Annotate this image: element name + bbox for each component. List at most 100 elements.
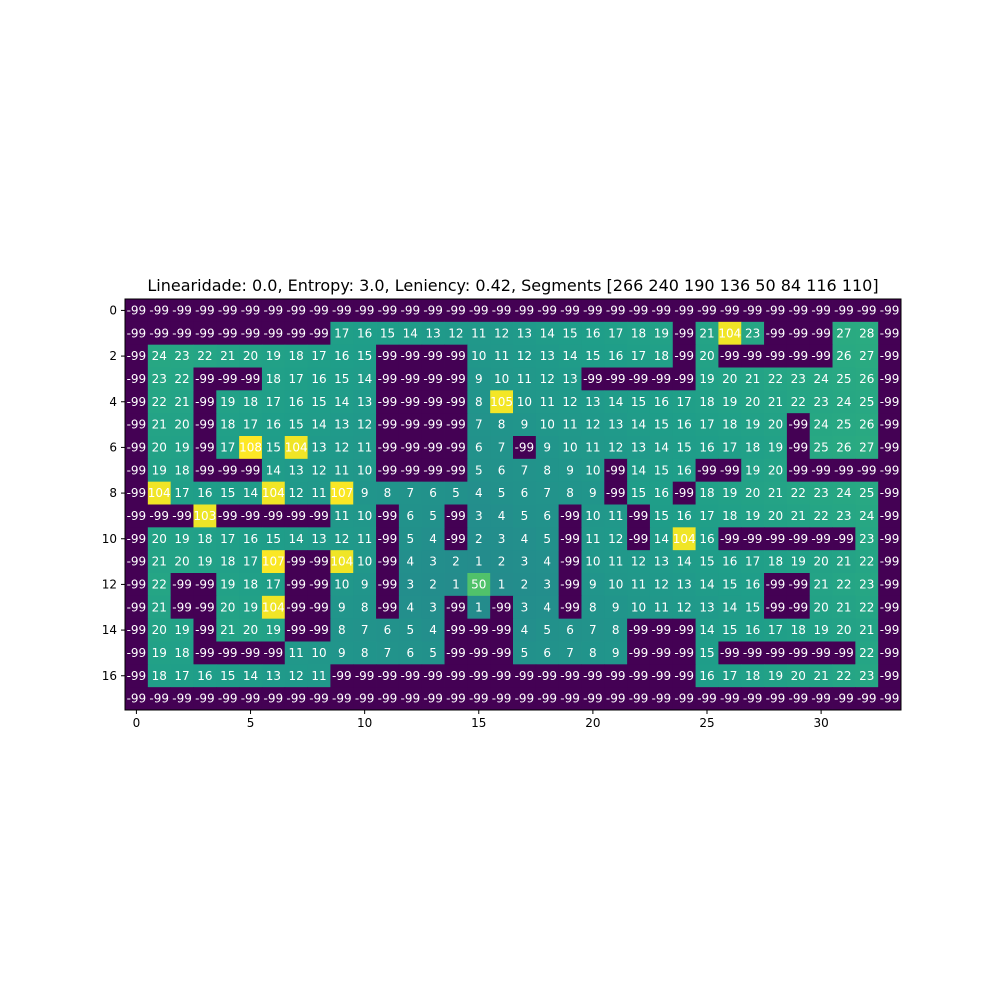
heatmap-cell: [216, 390, 240, 414]
cell-value-label: 15: [722, 577, 737, 591]
cell-value-label: -99: [286, 326, 306, 340]
heatmap-cell: [490, 573, 514, 597]
heatmap-cell: [513, 321, 537, 346]
cell-value-label: -99: [446, 646, 466, 660]
cell-value-label: 13: [517, 326, 532, 340]
heatmap-cell: [398, 321, 423, 346]
cell-value-label: 3: [406, 577, 414, 591]
cell-value-label: 19: [768, 669, 783, 683]
heatmap-cell: [581, 436, 605, 460]
heatmap-cell: [535, 595, 560, 620]
cell-value-label: 14: [631, 418, 646, 432]
cell-value-label: -99: [218, 372, 238, 386]
cell-value-label: 14: [357, 372, 372, 386]
heatmap-cell: [809, 321, 833, 346]
cell-value-label: 4: [429, 532, 437, 546]
cell-value-label: 18: [152, 669, 167, 683]
cell-value-label: -99: [149, 303, 169, 317]
cell-value-label: 14: [540, 326, 555, 340]
heatmap-cell: [535, 550, 560, 574]
cell-value-label: 14: [722, 600, 737, 614]
cell-value-label: -99: [378, 532, 398, 546]
cell-value-label: 20: [745, 395, 760, 409]
heatmap-cell: [741, 595, 765, 620]
cell-value-label: 4: [406, 555, 414, 569]
heatmap-cell: [604, 390, 628, 414]
cell-value-label: -99: [195, 646, 215, 660]
cell-value-label: 3: [429, 555, 437, 569]
heatmap-cell: [878, 344, 902, 368]
x-tick-label: 30: [813, 716, 828, 730]
heatmap-cell: [490, 367, 514, 391]
heatmap-cell: [558, 299, 582, 323]
cell-value-label: -99: [423, 669, 443, 683]
cell-value-label: -99: [400, 372, 420, 386]
cell-value-label: -99: [378, 395, 398, 409]
cell-value-label: -99: [880, 600, 900, 614]
heatmap-cell: [809, 344, 833, 368]
cell-value-label: -99: [788, 646, 808, 660]
heatmap-cell: [764, 413, 788, 437]
cell-value-label: 15: [631, 486, 646, 500]
heatmap-cell: [855, 618, 879, 642]
cell-value-label: 14: [654, 440, 669, 454]
x-axis: 0 5 10 15 20 25 30: [133, 710, 829, 730]
cell-value-label: 16: [745, 623, 760, 637]
heatmap-cell: [581, 367, 605, 391]
x-tick-label: 10: [357, 716, 372, 730]
cell-value-label: 9: [543, 440, 551, 454]
heatmap-cell: [421, 321, 445, 346]
heatmap-cell: [376, 687, 400, 711]
cell-value-label: -99: [446, 532, 466, 546]
heatmap-cell: [535, 573, 560, 597]
cell-value-label: -99: [880, 349, 900, 363]
heatmap-cell: [125, 344, 149, 368]
cell-value-label: -99: [492, 646, 512, 660]
heatmap-cell: [490, 664, 514, 688]
heatmap-cell: [535, 527, 560, 551]
cell-value-label: -99: [720, 692, 740, 706]
heatmap-cell: [421, 687, 445, 711]
heatmap-cell: [718, 413, 742, 437]
heatmap-cell: [672, 390, 696, 414]
heatmap-cell: [330, 367, 354, 391]
cell-value-label: 7: [475, 418, 483, 432]
heatmap-cell: [672, 664, 696, 688]
heatmap-cell: [535, 641, 560, 665]
heatmap-cell: [239, 641, 263, 665]
heatmap-cell: [878, 573, 902, 597]
cell-value-label: 6: [543, 509, 551, 523]
heatmap-cell: [239, 618, 263, 642]
cell-value-label: 8: [361, 646, 369, 660]
cell-value-label: 22: [152, 395, 167, 409]
cell-value-label: 3: [543, 577, 551, 591]
cell-value-label: 11: [311, 486, 326, 500]
cell-value-label: 20: [768, 418, 783, 432]
heatmap-cell: [170, 504, 194, 528]
heatmap-cell: [878, 641, 902, 665]
heatmap-cell: [216, 299, 240, 323]
cell-value-label: -99: [446, 303, 466, 317]
cell-value-label: 1: [475, 600, 483, 614]
cell-value-label: -99: [127, 577, 147, 591]
heatmap-cell: [718, 595, 742, 620]
heatmap-cell: [170, 687, 194, 711]
cell-value-label: -99: [241, 372, 261, 386]
cell-value-label: -99: [811, 646, 831, 660]
heatmap-cell: [353, 641, 377, 665]
cell-value-label: 15: [562, 326, 577, 340]
heatmap-cell: [764, 550, 788, 574]
heatmap-cell: [444, 413, 468, 437]
heatmap-cell: [878, 550, 902, 574]
heatmap-cell: [513, 413, 537, 437]
heatmap-cell: [741, 436, 765, 460]
heatmap-cell: [855, 595, 879, 620]
cell-value-label: 21: [813, 669, 828, 683]
cell-value-label: 21: [859, 623, 874, 637]
cell-value-label: 9: [566, 463, 574, 477]
cell-value-label: -99: [423, 303, 443, 317]
cell-value-label: 10: [357, 463, 372, 477]
cell-value-label: 16: [677, 463, 692, 477]
cell-value-label: 23: [152, 372, 167, 386]
heatmap-cell: [741, 573, 765, 597]
